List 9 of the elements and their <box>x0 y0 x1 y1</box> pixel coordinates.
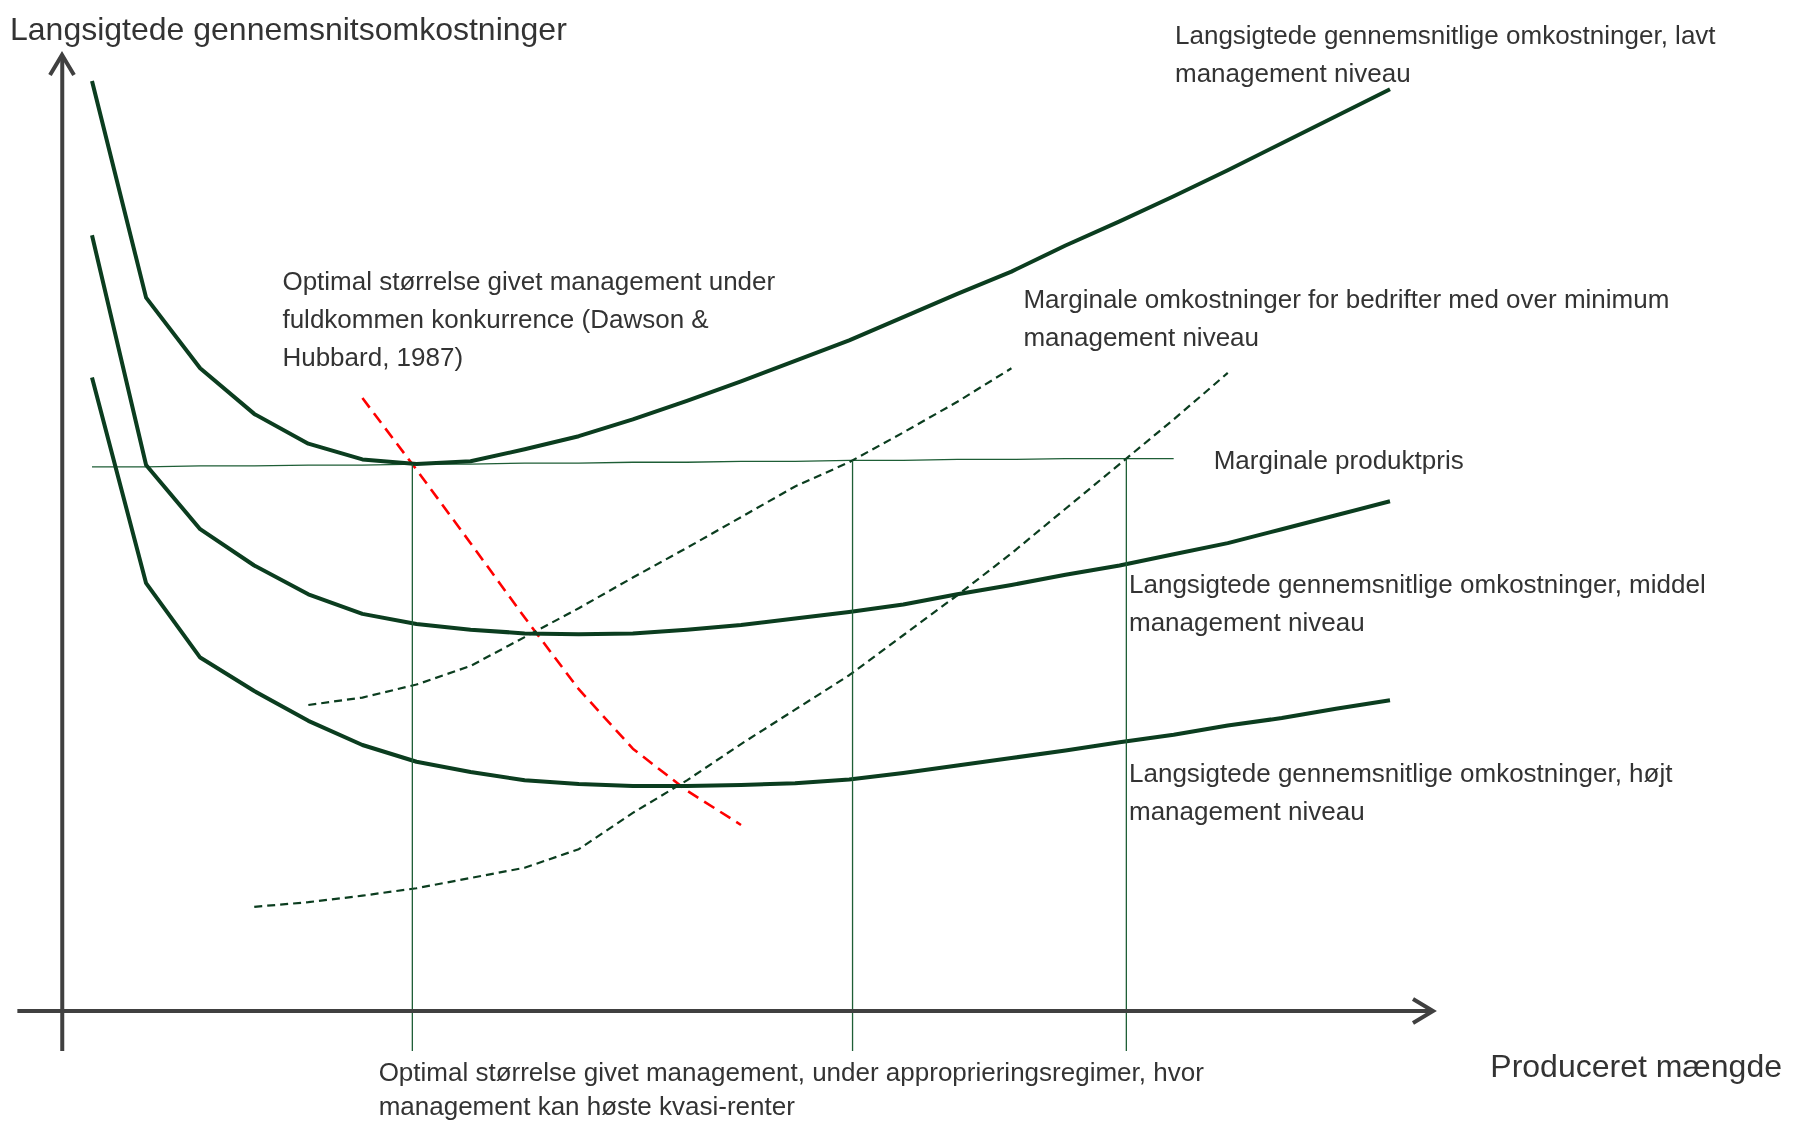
series-label: Langsigtede gennemsnitlige omkostninger, højt management niveau <box>1129 758 1674 827</box>
x-axis-title: Produceret mængde <box>1490 1048 1782 1085</box>
text: Optimal størrelse givet management under fuldkommen konkurrence (Dawson & Hubbard, 1987) <box>282 266 776 373</box>
series-label: Marginale produktpris <box>1213 444 1464 475</box>
text: Langsigtede gennemsnitlige omkostninger, lavt management niveau <box>1175 20 1717 89</box>
text: Optimal størrelse givet management, under approprieringsregimer, hvor management kan høste kvasi-renter <box>378 1057 1205 1122</box>
series-label: Marginale omkostninger for bedrifter med over minimum management niveau <box>1023 284 1670 353</box>
y-axis-title: Langsigtede gennemsnitsomkostninger <box>10 11 568 47</box>
series-label: Langsigtede gennemsnitlige omkostninger, middel management niveau <box>1129 569 1706 638</box>
